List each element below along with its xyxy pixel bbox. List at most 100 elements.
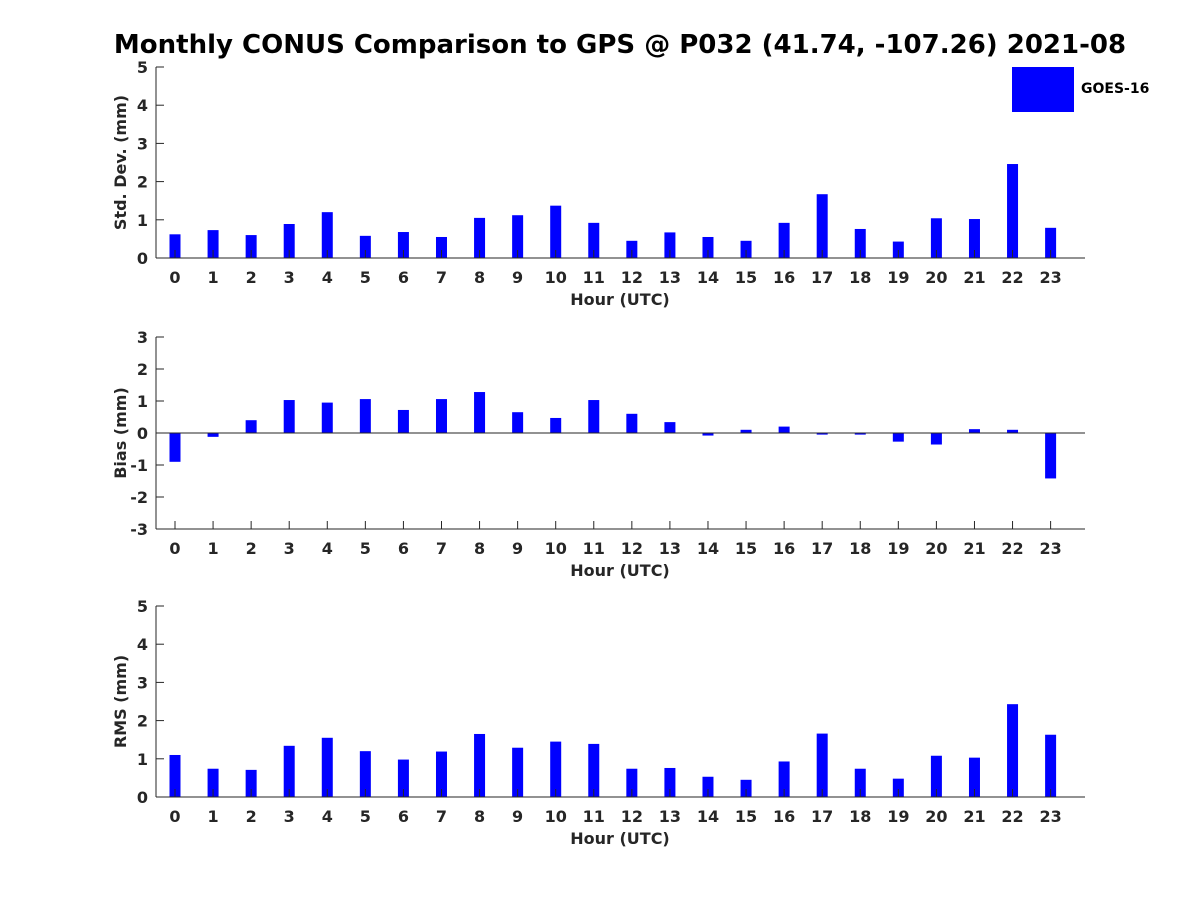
x-tick-label-2: 20 <box>925 539 947 558</box>
x-tick-label-3: 7 <box>436 807 447 826</box>
x-tick-label-1: 15 <box>735 268 757 287</box>
bar-3-hour-8 <box>474 733 486 797</box>
bar-1-hour-15 <box>740 240 752 258</box>
x-tick-label-3: 8 <box>474 807 485 826</box>
bar-3-hour-16 <box>778 761 790 797</box>
bar-2-hour-11 <box>588 400 600 433</box>
bar-1-hour-13 <box>664 232 676 258</box>
x-tick-label-1: 21 <box>963 268 985 287</box>
bar-3-hour-14 <box>702 776 714 797</box>
y-tick-label-3: 4 <box>137 635 148 654</box>
bar-2-hour-23 <box>1045 433 1057 479</box>
x-tick-label-2: 1 <box>207 539 218 558</box>
chart-title: Monthly CONUS Comparison to GPS @ P032 (… <box>113 30 1127 60</box>
y-tick-label-3: 1 <box>137 750 148 769</box>
bar-1-hour-14 <box>702 236 714 258</box>
bar-2-hour-10 <box>550 417 562 433</box>
x-tick-label-2: 5 <box>360 539 371 558</box>
x-tick-label-3: 23 <box>1039 807 1061 826</box>
bar-2-hour-1 <box>207 433 219 437</box>
x-axis-label-1: Hour (UTC) <box>570 290 670 309</box>
bar-2-hour-7 <box>435 399 447 433</box>
x-tick-label-1: 20 <box>925 268 947 287</box>
x-tick-label-2: 0 <box>169 539 180 558</box>
bar-1-hour-22 <box>1007 164 1019 258</box>
bar-1-hour-12 <box>626 240 638 258</box>
bar-2-hour-9 <box>512 412 524 433</box>
bar-3-hour-21 <box>968 757 980 797</box>
x-tick-label-1: 7 <box>436 268 447 287</box>
legend: GOES-16 <box>1012 67 1172 112</box>
bar-3-hour-20 <box>930 755 942 797</box>
bar-3-hour-23 <box>1045 734 1057 797</box>
y-tick-label-2: 0 <box>137 424 148 443</box>
bar-1-hour-2 <box>245 235 257 258</box>
x-tick-label-3: 13 <box>659 807 681 826</box>
y-tick-label-1: 3 <box>137 134 148 153</box>
y-tick-label-2: -2 <box>130 488 148 507</box>
bar-3-hour-9 <box>512 747 524 797</box>
x-tick-label-1: 14 <box>697 268 719 287</box>
y-tick-label-3: 0 <box>137 788 148 807</box>
bar-3-hour-4 <box>321 737 333 797</box>
x-tick-label-1: 16 <box>773 268 795 287</box>
x-tick-label-2: 7 <box>436 539 447 558</box>
x-tick-label-3: 2 <box>246 807 257 826</box>
x-tick-label-3: 20 <box>925 807 947 826</box>
x-tick-label-2: 6 <box>398 539 409 558</box>
y-tick-label-3: 2 <box>137 712 148 731</box>
x-tick-label-3: 9 <box>512 807 523 826</box>
x-tick-label-2: 21 <box>963 539 985 558</box>
y-tick-label-3: 5 <box>137 597 148 616</box>
x-tick-label-3: 3 <box>284 807 295 826</box>
bar-1-hour-0 <box>169 234 181 258</box>
bar-1-hour-9 <box>512 215 524 258</box>
x-tick-label-1: 19 <box>887 268 909 287</box>
bar-2-hour-22 <box>1007 429 1019 433</box>
x-tick-label-2: 17 <box>811 539 833 558</box>
legend-swatch <box>1012 67 1074 112</box>
x-tick-label-2: 16 <box>773 539 795 558</box>
bar-2-hour-8 <box>474 392 486 433</box>
x-tick-label-1: 10 <box>545 268 567 287</box>
x-tick-label-1: 17 <box>811 268 833 287</box>
x-tick-label-2: 8 <box>474 539 485 558</box>
x-tick-label-2: 13 <box>659 539 681 558</box>
x-tick-label-1: 3 <box>284 268 295 287</box>
y-tick-label-2: 3 <box>137 328 148 347</box>
bar-2-hour-2 <box>245 420 257 433</box>
x-tick-label-3: 0 <box>169 807 180 826</box>
bar-1-hour-20 <box>930 218 942 258</box>
y-tick-label-3: 3 <box>137 673 148 692</box>
bar-1-hour-10 <box>550 205 562 258</box>
x-tick-label-2: 11 <box>583 539 605 558</box>
bar-2-hour-18 <box>854 433 866 435</box>
x-tick-label-3: 19 <box>887 807 909 826</box>
bar-2-hour-21 <box>968 429 980 433</box>
bar-3-hour-19 <box>892 778 904 797</box>
bar-2-hour-20 <box>930 433 942 445</box>
bar-2-hour-6 <box>397 409 409 433</box>
bar-2-hour-12 <box>626 413 638 433</box>
x-tick-label-2: 3 <box>284 539 295 558</box>
bar-3-hour-3 <box>283 745 295 797</box>
x-tick-label-2: 9 <box>512 539 523 558</box>
bar-3-hour-22 <box>1007 704 1019 797</box>
x-tick-label-3: 21 <box>963 807 985 826</box>
x-tick-label-3: 18 <box>849 807 871 826</box>
bar-3-hour-0 <box>169 754 181 797</box>
bar-1-hour-8 <box>474 217 486 258</box>
x-tick-label-2: 19 <box>887 539 909 558</box>
x-tick-label-1: 11 <box>583 268 605 287</box>
bar-2-hour-5 <box>359 399 371 433</box>
x-tick-label-3: 10 <box>545 807 567 826</box>
x-tick-label-1: 22 <box>1001 268 1023 287</box>
x-tick-label-3: 4 <box>322 807 333 826</box>
bar-1-hour-23 <box>1045 227 1057 258</box>
x-tick-label-2: 10 <box>545 539 567 558</box>
y-tick-label-2: -1 <box>130 456 148 475</box>
x-tick-label-1: 2 <box>246 268 257 287</box>
y-tick-label-1: 4 <box>137 96 148 115</box>
x-tick-label-2: 14 <box>697 539 719 558</box>
bar-2-hour-15 <box>740 429 752 433</box>
